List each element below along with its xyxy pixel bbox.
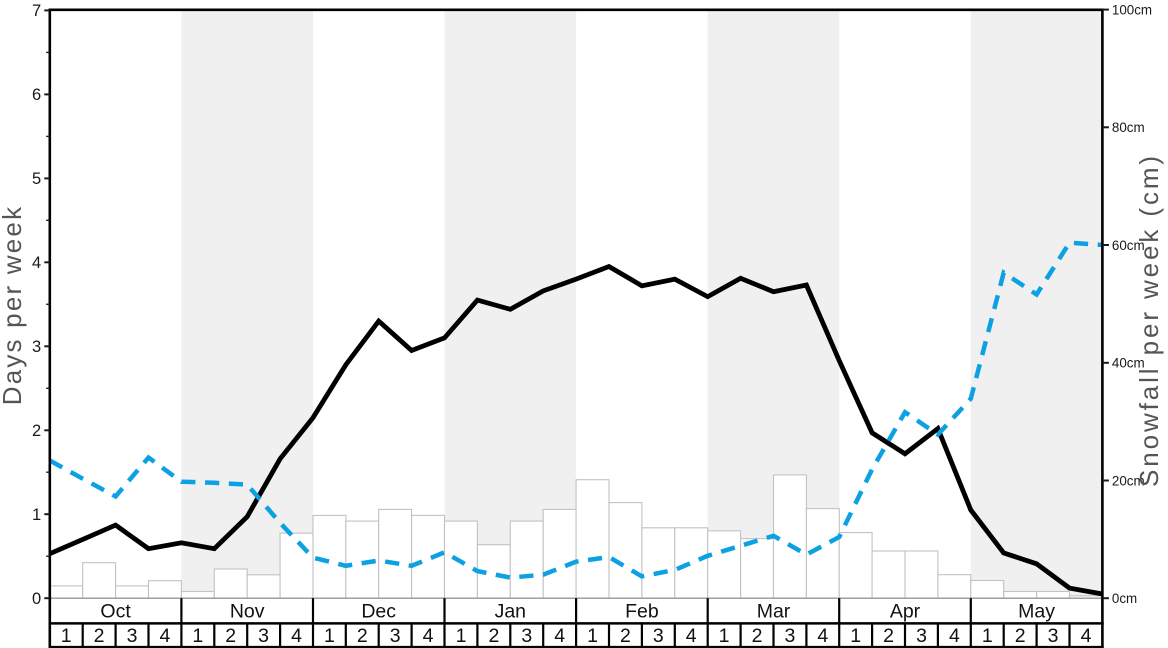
svg-text:7: 7 <box>32 2 41 20</box>
svg-text:80cm: 80cm <box>1112 120 1145 135</box>
svg-text:3: 3 <box>521 625 532 647</box>
svg-text:4: 4 <box>1081 625 1092 647</box>
svg-text:2: 2 <box>94 625 105 647</box>
svg-text:2: 2 <box>883 625 894 647</box>
svg-text:1: 1 <box>719 625 730 647</box>
svg-text:1: 1 <box>587 625 598 647</box>
svg-text:Days per week: Days per week <box>0 205 27 406</box>
svg-text:60cm: 60cm <box>1112 238 1145 253</box>
svg-text:20cm: 20cm <box>1112 473 1145 488</box>
svg-text:3: 3 <box>653 625 664 647</box>
svg-text:1: 1 <box>61 625 72 647</box>
svg-text:3: 3 <box>258 625 269 647</box>
svg-text:0cm: 0cm <box>1112 591 1137 606</box>
svg-text:May: May <box>1018 600 1055 622</box>
svg-text:0: 0 <box>32 590 41 608</box>
svg-text:Mar: Mar <box>757 600 791 622</box>
svg-text:Dec: Dec <box>361 600 396 622</box>
svg-text:4: 4 <box>817 625 828 647</box>
svg-text:3: 3 <box>916 625 927 647</box>
svg-text:100cm: 100cm <box>1112 2 1152 17</box>
svg-text:1: 1 <box>850 625 861 647</box>
svg-text:2: 2 <box>357 625 368 647</box>
svg-text:4: 4 <box>159 625 170 647</box>
svg-text:4: 4 <box>949 625 960 647</box>
svg-text:Jan: Jan <box>495 600 526 622</box>
svg-text:3: 3 <box>784 625 795 647</box>
svg-text:6: 6 <box>32 86 41 104</box>
svg-text:3: 3 <box>32 338 41 356</box>
svg-text:4: 4 <box>32 254 41 272</box>
svg-text:2: 2 <box>32 422 41 440</box>
svg-text:Oct: Oct <box>100 600 131 622</box>
svg-text:2: 2 <box>488 625 499 647</box>
svg-text:4: 4 <box>423 625 434 647</box>
svg-text:2: 2 <box>1015 625 1026 647</box>
svg-text:Apr: Apr <box>890 600 921 622</box>
svg-text:1: 1 <box>192 625 203 647</box>
svg-text:4: 4 <box>554 625 565 647</box>
svg-text:40cm: 40cm <box>1112 356 1145 371</box>
svg-text:4: 4 <box>686 625 697 647</box>
svg-text:1: 1 <box>982 625 993 647</box>
svg-text:3: 3 <box>1048 625 1059 647</box>
svg-text:4: 4 <box>291 625 302 647</box>
svg-text:Nov: Nov <box>230 600 265 622</box>
svg-text:1: 1 <box>32 506 41 524</box>
svg-text:Snowfall per week (cm): Snowfall per week (cm) <box>1134 153 1164 487</box>
svg-text:2: 2 <box>752 625 763 647</box>
svg-text:2: 2 <box>620 625 631 647</box>
svg-text:Feb: Feb <box>625 600 659 622</box>
svg-text:3: 3 <box>127 625 138 647</box>
svg-text:5: 5 <box>32 170 41 188</box>
svg-text:3: 3 <box>390 625 401 647</box>
svg-text:1: 1 <box>456 625 467 647</box>
svg-text:2: 2 <box>225 625 236 647</box>
svg-text:1: 1 <box>324 625 335 647</box>
